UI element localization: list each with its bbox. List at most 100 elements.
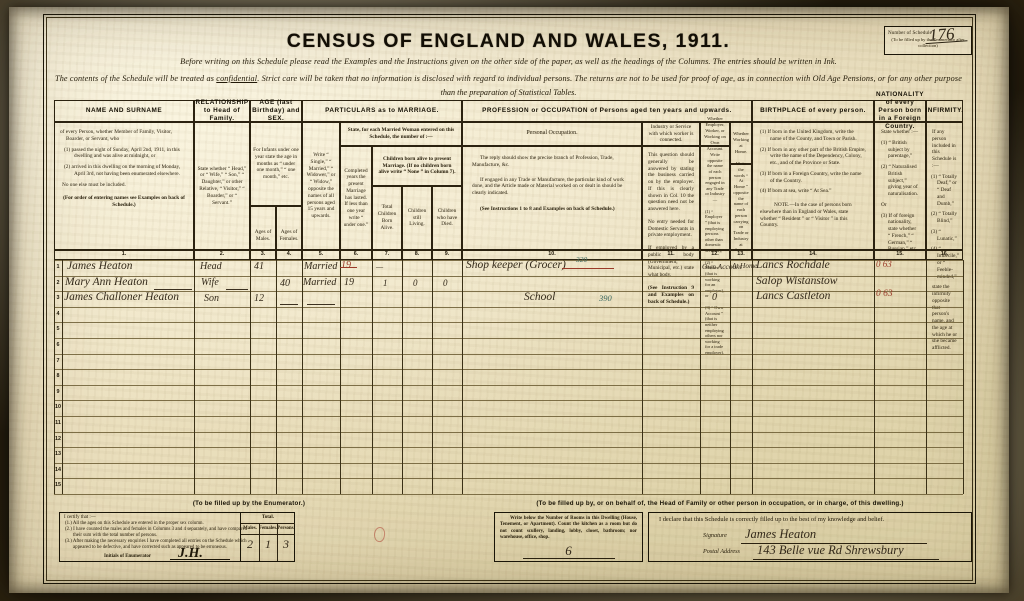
row-rule: [54, 322, 963, 323]
infirmity-body-5: (4) “ Imbecile,” or “ Feeble-minded,”: [931, 246, 960, 280]
instruction-line-1: Before writing on this Schedule please r…: [180, 57, 837, 66]
colnum-10: 10.: [462, 250, 642, 260]
colnum-1: 1.: [54, 250, 194, 260]
infirmity-body-1: If any person included in this Schedule …: [932, 129, 957, 169]
header-years-married: Completed years the present Marriage has…: [340, 146, 372, 250]
header-personal-occupation-title: Personal Occupation.: [462, 122, 642, 146]
row-number: 1: [56, 264, 60, 270]
nationality-body-2: (1) “ British subject by parentage,”: [881, 139, 913, 160]
rooms-instruction: Write below the Number of Rooms in this …: [500, 516, 637, 541]
colnum-16: 16.: [926, 250, 963, 260]
enumerator-point-1: (1.) All the ages on this Schedule are e…: [65, 521, 204, 526]
entry-children-died-2: 0: [443, 278, 448, 288]
colnum-2: 2.: [194, 250, 250, 260]
entry-at-home-1: At Home: [732, 262, 758, 270]
row-number-gutter: [62, 260, 63, 494]
address-label: Postal Address: [703, 548, 740, 555]
totals-persons-header: Persons.: [277, 526, 295, 531]
industry-body-1: This question should generally be answer…: [648, 152, 694, 213]
row-number: 10: [55, 404, 61, 411]
header-relationship-body: State whether “ Head,” or “ Wife,” “ Son…: [194, 122, 250, 250]
row-rule: [54, 447, 963, 448]
column-rule: [402, 260, 403, 494]
birthplace-body-1: (1) If born in the United Kingdom, write…: [760, 129, 857, 142]
entry-name-1: James Heaton: [67, 260, 133, 272]
column-rule: [432, 260, 433, 494]
industry-title-text: Industry or Service with which worker is…: [648, 123, 694, 144]
row-rule: [54, 462, 963, 464]
header-employer-title: Whether Employer, Worker, or Working on …: [700, 116, 730, 151]
nationality-body-5: (3) If of foreign nationality, state whe…: [881, 212, 918, 253]
census-table: NAME AND SURNAME RELATIONSHIP to Head of…: [54, 91, 964, 495]
header-personal-occupation-body: The reply should show the precise branch…: [462, 146, 642, 250]
row-rule: [54, 384, 963, 386]
name-body-4: (For order of entering names see Example…: [63, 195, 185, 209]
industry-body-2: No entry needed for Domestic Servants in…: [648, 218, 694, 239]
column-rule: [926, 260, 927, 494]
birthplace-body-2: (2) If born in any other part of the Bri…: [760, 146, 866, 167]
infirmity-body-6: state the infirmity opposite that person…: [932, 284, 958, 352]
column-rule: [752, 260, 753, 494]
header-industry-title: Industry or Service with which worker is…: [642, 122, 700, 146]
column-rule: [340, 260, 341, 494]
header-nationality: NATIONALITY of every Person born in a Fo…: [874, 91, 926, 130]
header-who-died: Children who have Died.: [432, 186, 462, 250]
row-number: 13: [55, 451, 61, 458]
row-number: 3: [56, 295, 60, 302]
nationality-body-1: State whether :—: [881, 129, 919, 135]
age-females-label: Ages of Females.: [279, 229, 299, 243]
row-number: 5: [56, 326, 60, 333]
row-rule: [54, 260, 963, 261]
entry-employer-3: 0: [712, 292, 717, 303]
infirmity-body-4: (3) “ Lunatic,”: [931, 228, 957, 242]
enumerator-certify: I certify that :—: [64, 515, 96, 520]
colnum-15: 15.: [874, 250, 926, 260]
header-infirmity: INFIRMITY.: [925, 100, 963, 122]
row-rule: [54, 478, 963, 479]
name-body-intro: of every Person, whether Member of Famil…: [60, 129, 173, 142]
entry-children-born-1: —: [376, 262, 384, 271]
personal-body-1: The reply should show the precise branch…: [472, 155, 614, 168]
underline-address: [753, 559, 939, 560]
entry-birthplace-1: Lancs Rochdale: [756, 259, 830, 271]
personal-body-2: If engaged in any Trade or Manufacture, …: [472, 176, 624, 197]
entry-children-born-2: 1: [383, 278, 388, 288]
entry-birthplace-code-3: 0 63: [876, 289, 893, 299]
colnum-14: 14.: [752, 250, 874, 260]
birthplace-body-4: (4) If born at sea, write “ At Sea.”: [760, 188, 832, 195]
colnum-7: 7.: [372, 250, 402, 260]
header-total-born: Total Children Born Alive.: [372, 186, 402, 250]
entry-children-living-2: 0: [413, 278, 418, 288]
entry-years-married-2: 19: [344, 277, 354, 288]
entry-age-male-3: 12: [254, 293, 264, 304]
strike-occupation-1: [562, 268, 614, 270]
header-at-home-body: Write the words “ At Home ” opposite the…: [730, 161, 752, 252]
column-rule: [276, 260, 277, 494]
row-number: 12: [55, 435, 61, 442]
birthplace-body-3: (3) If born in a Foreign Country, write …: [760, 170, 862, 184]
employer-body-2: (1) “ Employer ” (that is employing pers…: [705, 208, 724, 253]
enumerator-block: I certify that :— (1.) All the ages on t…: [59, 512, 295, 562]
schedule-number-value: 176: [928, 24, 956, 45]
children-group-text: Children born alive to present Marriage.…: [378, 155, 456, 176]
schedule-number-label: Number of Schedule: [888, 29, 932, 36]
entry-age-female-2: 40: [280, 278, 290, 289]
personal-body-3: (See Instructions 1 to 8 and Examples on…: [480, 205, 615, 212]
header-nationality-body: State whether :— (1) “ British subject b…: [874, 122, 926, 252]
header-birthplace-body: (1) If born in the United Kingdom, write…: [752, 122, 874, 250]
underline-signature: [741, 543, 927, 544]
age-males-label: Ages of Males.: [254, 229, 272, 243]
colnum-11: 11.: [642, 250, 700, 260]
row-rule: [54, 494, 963, 495]
employer-body-3: (2) “ Worker ” (that is working for an e…: [705, 259, 724, 299]
colnum-8: 8.: [402, 250, 432, 260]
totals-females-header: Females.: [259, 526, 278, 531]
totals-males-value: 2: [247, 537, 253, 551]
personal-occupation-title-text: Personal Occupation.: [526, 130, 578, 137]
underline-name-2: [154, 289, 192, 290]
entry-relationship-3: Son: [204, 293, 219, 304]
nationality-body-4: Or: [881, 201, 887, 208]
entry-occupation-1: Shop keeper (Grocer): [466, 259, 566, 271]
entry-occupation-3: School: [524, 291, 556, 303]
